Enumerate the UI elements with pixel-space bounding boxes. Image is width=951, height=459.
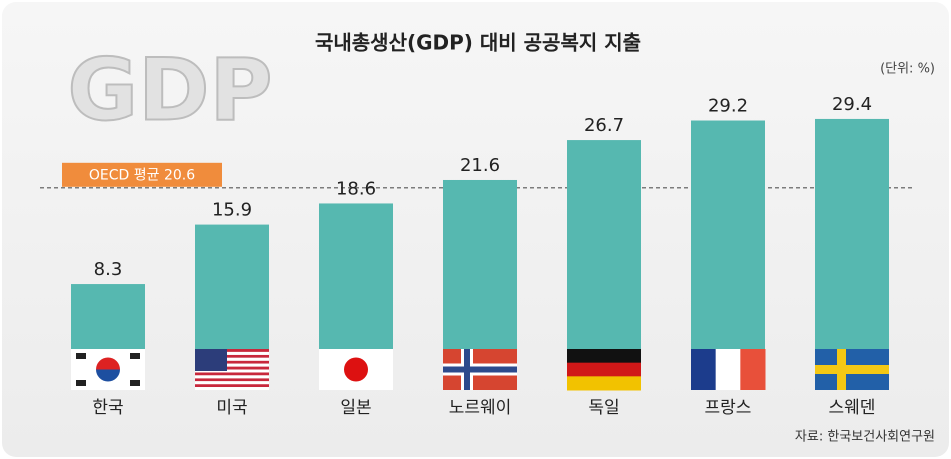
flag <box>691 349 766 390</box>
value-label: 8.3 <box>94 259 123 280</box>
flag-part <box>195 351 269 355</box>
value-label: 15.9 <box>212 200 252 221</box>
flag-part <box>195 349 227 371</box>
flag-part <box>715 349 741 390</box>
bar <box>443 179 517 349</box>
flag <box>71 349 145 390</box>
flag-part <box>740 349 766 390</box>
bar <box>567 140 641 349</box>
flag-part <box>195 375 269 379</box>
average-label: OECD 평균 20.6 <box>89 167 195 183</box>
flag-part <box>195 360 269 364</box>
flag-part <box>96 357 120 370</box>
flag-part <box>195 384 269 388</box>
flag <box>815 349 889 390</box>
bar <box>319 203 393 349</box>
bar <box>815 118 889 349</box>
flag-part <box>815 365 889 374</box>
flag-part <box>195 357 269 361</box>
flag-part <box>195 363 269 367</box>
x-tick-label: 스웨덴 <box>829 398 876 418</box>
flag-part <box>130 380 140 386</box>
value-label: 18.6 <box>336 178 376 199</box>
flag-part <box>195 378 269 382</box>
flag-part <box>76 380 86 386</box>
value-label: 26.7 <box>584 115 624 136</box>
flag-part <box>195 381 269 385</box>
x-tick-label: 일본 <box>340 398 371 418</box>
value-label: 21.6 <box>460 155 500 176</box>
x-tick-label: 독일 <box>588 398 619 418</box>
bar <box>195 224 269 349</box>
bar <box>691 120 765 349</box>
flag-part <box>130 353 140 359</box>
source: 자료: 한국보건사회연구원 <box>795 430 935 445</box>
x-tick-label: 프랑스 <box>705 398 752 418</box>
flag <box>195 349 269 390</box>
flag <box>567 349 641 391</box>
x-tick-label: 미국 <box>216 398 247 418</box>
flag <box>443 349 517 390</box>
flag-part <box>195 369 269 373</box>
flag-part <box>567 362 641 377</box>
value-label: 29.4 <box>832 94 872 115</box>
flag-part <box>567 376 641 391</box>
flag-part <box>195 349 269 352</box>
x-tick-label: 한국 <box>92 398 123 418</box>
flag-part <box>195 372 269 376</box>
flag <box>319 349 393 390</box>
flag-part <box>76 353 86 359</box>
flag-part <box>691 349 717 390</box>
flag-part <box>195 366 269 370</box>
value-label: 29.2 <box>708 96 748 117</box>
flag-part <box>195 387 269 390</box>
bar <box>71 284 145 349</box>
flag-part <box>443 366 517 373</box>
flag-part <box>567 349 641 364</box>
average-badge <box>62 162 222 187</box>
unit-label: (단위: %) <box>880 62 935 77</box>
flag-part <box>195 354 269 358</box>
x-tick-label: 노르웨이 <box>449 398 512 418</box>
chart-title: 국내총생산(GDP) 대비 공공복지 지출 <box>315 31 641 55</box>
decoration-text: GDP <box>67 40 272 140</box>
flag-part <box>344 357 368 382</box>
flag-part <box>96 369 120 382</box>
